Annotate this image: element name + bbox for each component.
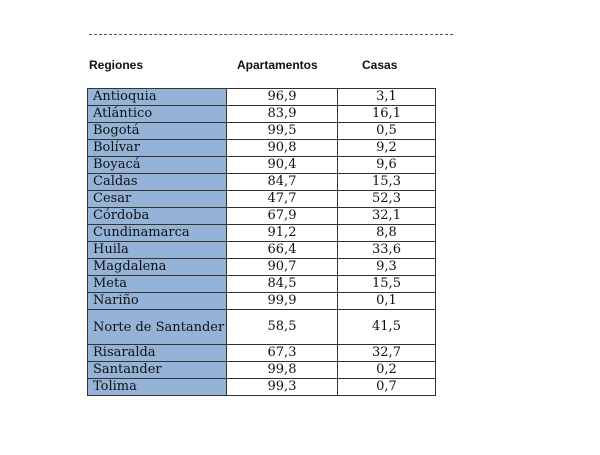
region-cell: Huila (87, 241, 227, 259)
casas-cell: 15,3 (337, 173, 436, 191)
table-row: Risaralda 67,3 32,7 (87, 344, 436, 362)
apartamentos-cell: 91,2 (226, 224, 338, 242)
region-cell: Tolima (87, 378, 227, 396)
table-row: Bogotá 99,5 0,5 (87, 122, 436, 140)
region-cell: Meta (87, 275, 227, 293)
table-row: Cesar 47,7 52,3 (87, 190, 436, 208)
region-cell: Antioquia (87, 88, 227, 106)
dashed-separator (89, 34, 453, 35)
table-row: Santander 99,8 0,2 (87, 361, 436, 379)
apartamentos-cell: 58,5 (226, 309, 338, 345)
table-row: Tolima 99,3 0,7 (87, 378, 436, 396)
region-cell: Nariño (87, 292, 227, 310)
table-row: Antioquia 96,9 3,1 (87, 88, 436, 106)
table-row: Cundinamarca 91,2 8,8 (87, 224, 436, 242)
apartamentos-cell: 99,9 (226, 292, 338, 310)
casas-cell: 9,2 (337, 139, 436, 157)
region-cell: Norte de Santander (87, 309, 227, 345)
housing-table: Antioquia 96,9 3,1 Atlántico 83,9 16,1 Bogotá 9… (87, 88, 436, 396)
apartamentos-cell: 90,4 (226, 156, 338, 174)
table-row: Boyacá 90,4 9,6 (87, 156, 436, 174)
apartamentos-cell: 67,9 (226, 207, 338, 225)
apartamentos-cell: 90,7 (226, 258, 338, 276)
region-cell: Cundinamarca (87, 224, 227, 242)
header-casas: Casas (362, 58, 398, 72)
casas-cell: 0,7 (337, 378, 436, 396)
apartamentos-cell: 67,3 (226, 344, 338, 362)
apartamentos-cell: 99,3 (226, 378, 338, 396)
table-row: Meta 84,5 15,5 (87, 275, 436, 293)
region-cell: Boyacá (87, 156, 227, 174)
casas-cell: 32,1 (337, 207, 436, 225)
apartamentos-cell: 96,9 (226, 88, 338, 106)
apartamentos-cell: 90,8 (226, 139, 338, 157)
region-cell: Bolívar (87, 139, 227, 157)
table-row: Córdoba 67,9 32,1 (87, 207, 436, 225)
table-row: Magdalena 90,7 9,3 (87, 258, 436, 276)
table-row: Caldas 84,7 15,3 (87, 173, 436, 191)
apartamentos-cell: 99,5 (226, 122, 338, 140)
region-cell: Risaralda (87, 344, 227, 362)
casas-cell: 8,8 (337, 224, 436, 242)
casas-cell: 0,2 (337, 361, 436, 379)
table-row: Huila 66,4 33,6 (87, 241, 436, 259)
casas-cell: 41,5 (337, 309, 436, 345)
casas-cell: 3,1 (337, 88, 436, 106)
region-cell: Caldas (87, 173, 227, 191)
table-row: Nariño 99,9 0,1 (87, 292, 436, 310)
apartamentos-cell: 84,5 (226, 275, 338, 293)
apartamentos-cell: 47,7 (226, 190, 338, 208)
apartamentos-cell: 83,9 (226, 105, 338, 123)
casas-cell: 0,1 (337, 292, 436, 310)
region-cell: Bogotá (87, 122, 227, 140)
casas-cell: 15,5 (337, 275, 436, 293)
region-cell: Magdalena (87, 258, 227, 276)
apartamentos-cell: 99,8 (226, 361, 338, 379)
casas-cell: 9,6 (337, 156, 436, 174)
casas-cell: 9,3 (337, 258, 436, 276)
casas-cell: 32,7 (337, 344, 436, 362)
casas-cell: 52,3 (337, 190, 436, 208)
header-apartamentos: Apartamentos (237, 58, 318, 72)
region-cell: Córdoba (87, 207, 227, 225)
table-row: Norte de Santander 58,5 41,5 (87, 309, 436, 345)
region-cell: Santander (87, 361, 227, 379)
casas-cell: 33,6 (337, 241, 436, 259)
region-cell: Atlántico (87, 105, 227, 123)
casas-cell: 0,5 (337, 122, 436, 140)
table-row: Atlántico 83,9 16,1 (87, 105, 436, 123)
apartamentos-cell: 84,7 (226, 173, 338, 191)
region-cell: Cesar (87, 190, 227, 208)
header-regiones: Regiones (89, 58, 144, 72)
casas-cell: 16,1 (337, 105, 436, 123)
table-row: Bolívar 90,8 9,2 (87, 139, 436, 157)
apartamentos-cell: 66,4 (226, 241, 338, 259)
